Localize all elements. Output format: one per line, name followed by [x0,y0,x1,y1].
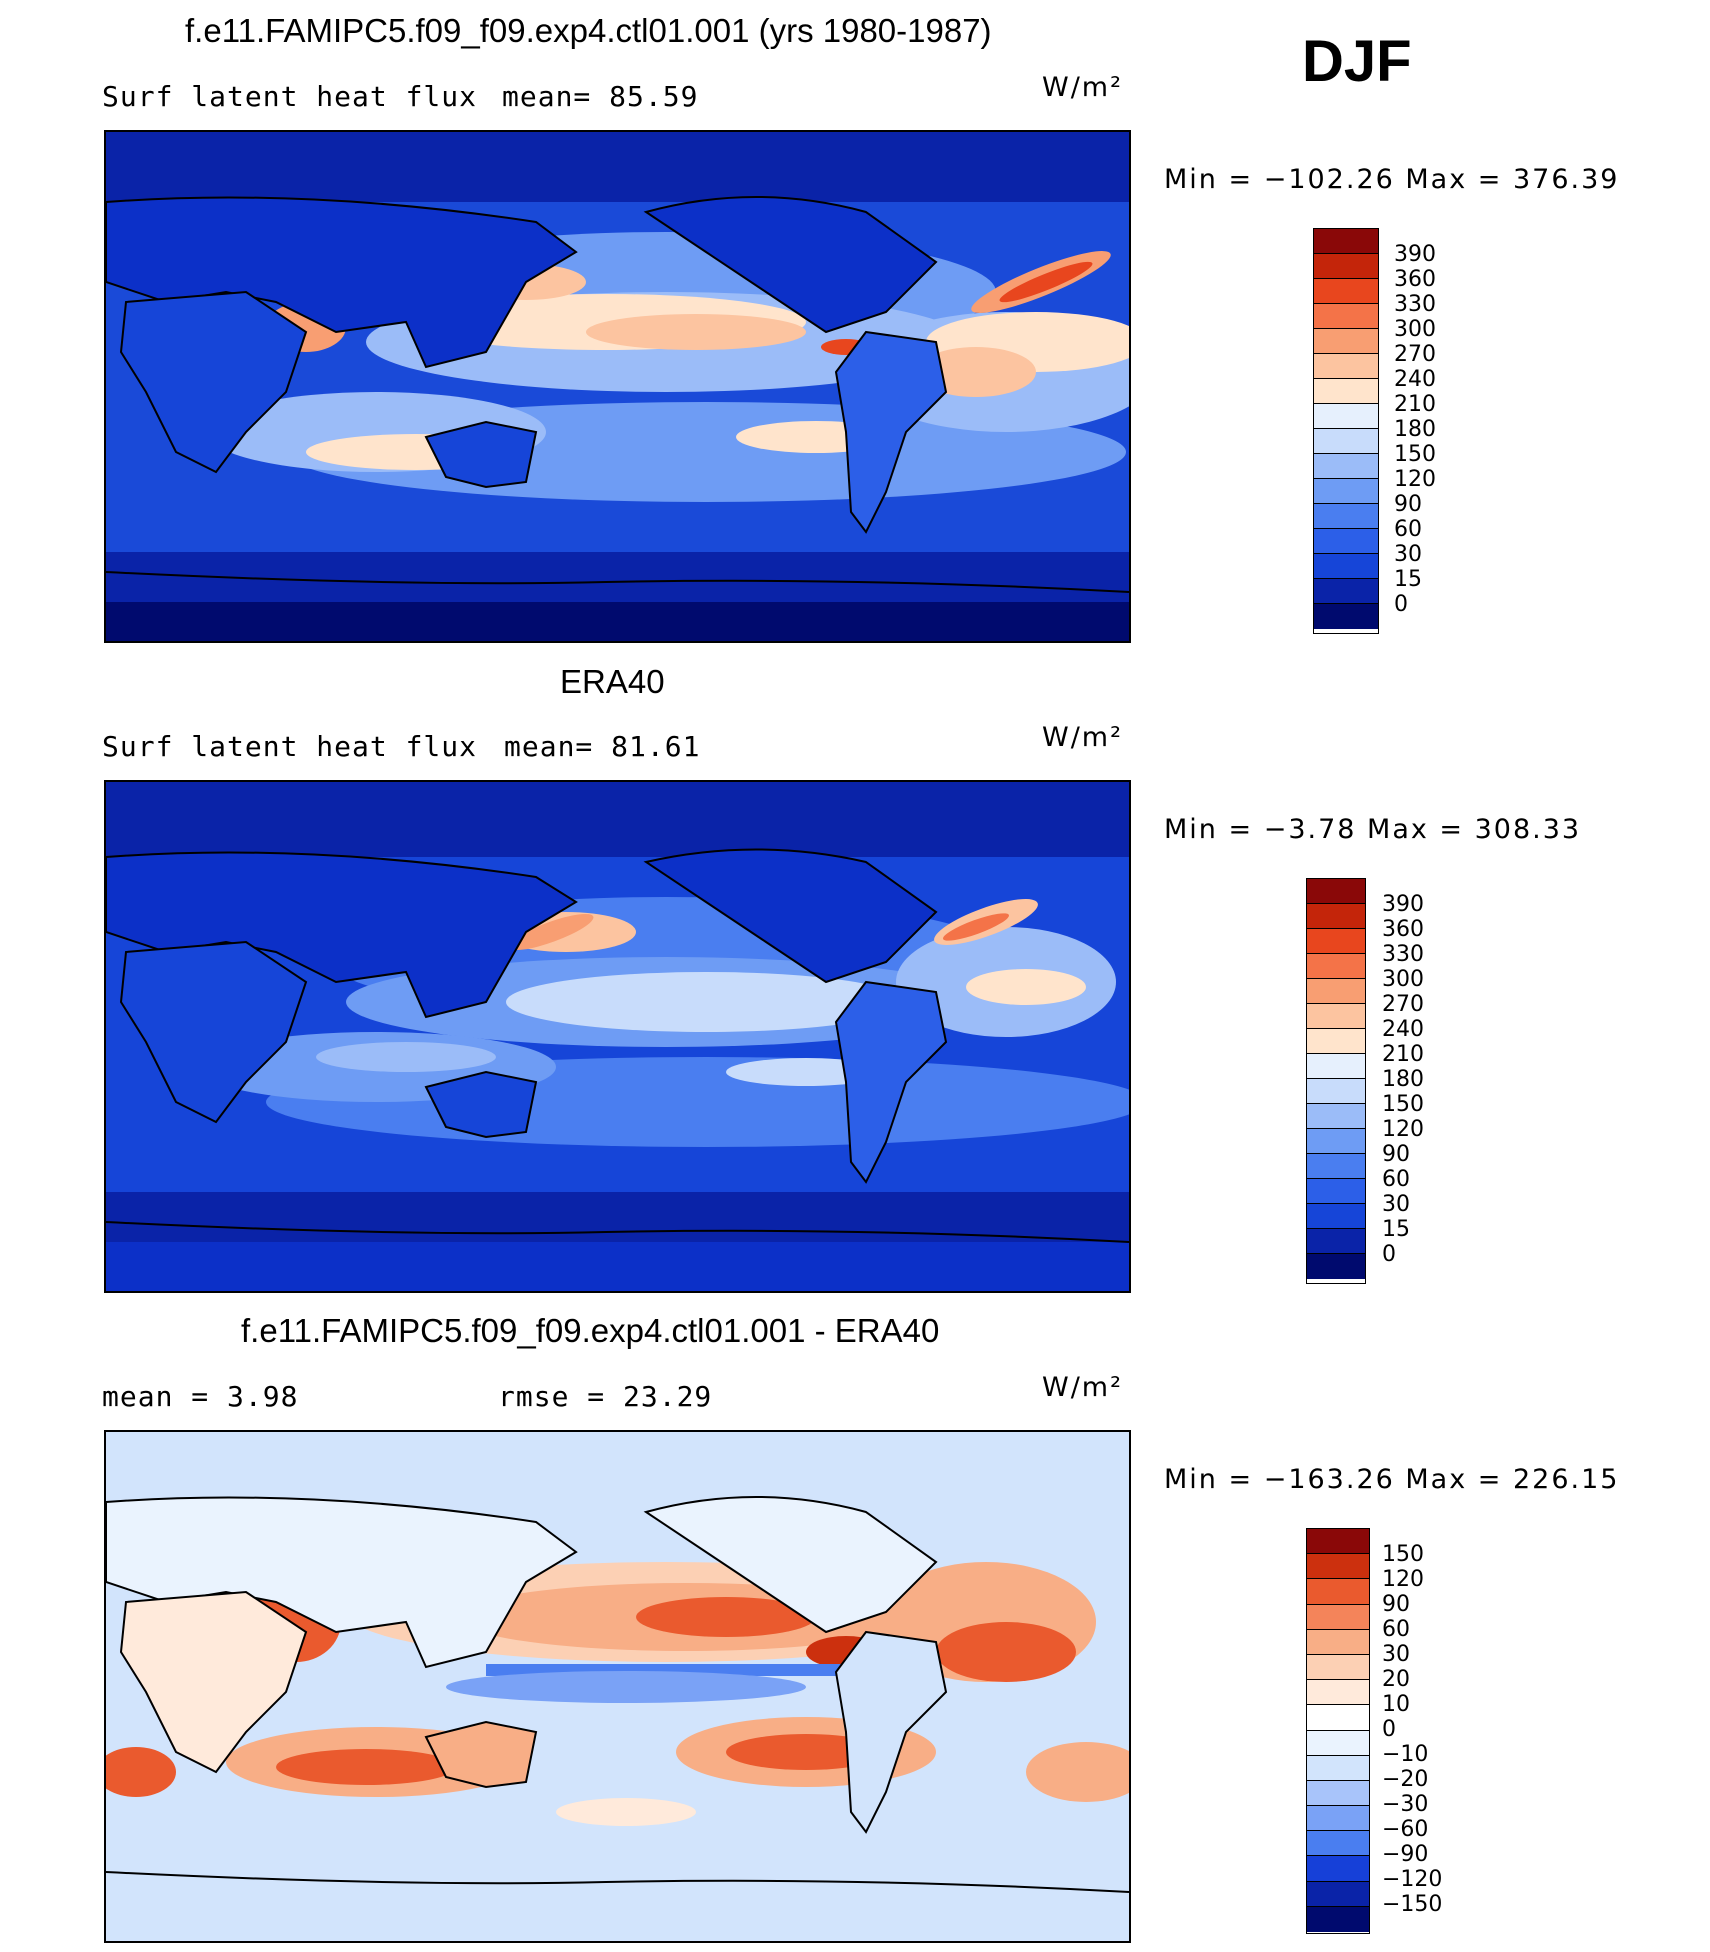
panel-2-title: ERA40 [560,663,665,700]
panel-3-map [104,1430,1131,1943]
season-label: DJF [1302,29,1412,94]
colorbar-tick: 300 [1394,317,1436,342]
colorbar-tick: 270 [1394,342,1436,367]
colorbar-tick: 0 [1382,1717,1396,1742]
colorbar-tick: 120 [1382,1117,1424,1142]
colorbar-tick: 240 [1394,367,1436,392]
colorbar-tick: 270 [1382,992,1424,1017]
panel-2-map-field [106,782,1129,1291]
colorbar-tick: 60 [1382,1617,1410,1642]
colorbar-tick: 15 [1394,567,1422,592]
colorbar-tick: 30 [1382,1192,1410,1217]
colorbar-tick: 240 [1382,1017,1424,1042]
panel-1-title: f.e11.FAMIPC5.f09_f09.exp4.ctl01.001 (yr… [185,12,992,49]
colorbar-tick: 360 [1382,917,1424,942]
panel-1-colorbar [1313,228,1379,634]
panel-1-variable-label: Surf latent heat flux [102,80,478,113]
panel-2-variable-label: Surf latent heat flux [102,730,478,763]
colorbar-tick: 0 [1382,1242,1396,1267]
panel-1-map [104,130,1131,643]
colorbar-tick: −10 [1382,1742,1429,1767]
panel-2-colorbar [1306,878,1366,1284]
panel-1-minmax-label: Min = −102.26 Max = 376.39 [1164,164,1620,195]
colorbar-tick: 15 [1382,1217,1410,1242]
colorbar-tick: 90 [1394,492,1422,517]
panel-1-map-field [106,132,1129,641]
panel-3-title: f.e11.FAMIPC5.f09_f09.exp4.ctl01.001 - E… [241,1312,940,1349]
colorbar-tick: 210 [1382,1042,1424,1067]
panel-2-unit-label: W/m² [1042,722,1123,753]
colorbar-tick: 150 [1394,442,1436,467]
colorbar-tick: −90 [1382,1842,1429,1867]
panel-3-map-field [106,1432,1129,1941]
panel-3-minmax-label: Min = −163.26 Max = 226.15 [1164,1464,1620,1495]
colorbar-tick: 150 [1382,1542,1424,1567]
colorbar-tick: 60 [1394,517,1422,542]
colorbar-tick: 360 [1394,267,1436,292]
colorbar-tick: 120 [1394,467,1436,492]
panel-3-unit-label: W/m² [1042,1372,1123,1403]
panel-3-mean-label: mean = 3.98 [102,1380,299,1413]
colorbar-tick: 180 [1394,417,1436,442]
colorbar-tick: 10 [1382,1692,1410,1717]
panel-3-rmse-label: rmse = 23.29 [498,1380,713,1413]
colorbar-tick: 0 [1394,592,1408,617]
colorbar-tick: 20 [1382,1667,1410,1692]
colorbar-tick: 150 [1382,1092,1424,1117]
colorbar-tick: 390 [1394,242,1436,267]
panel-3-colorbar [1306,1528,1370,1934]
colorbar-tick: 90 [1382,1142,1410,1167]
colorbar-tick: 210 [1394,392,1436,417]
colorbar-tick: −20 [1382,1767,1429,1792]
panel-2-minmax-label: Min = −3.78 Max = 308.33 [1164,814,1582,845]
panel-2-map [104,780,1131,1293]
panel-1-mean-label: mean= 85.59 [502,80,699,113]
colorbar-tick: 90 [1382,1592,1410,1617]
colorbar-tick: 30 [1382,1642,1410,1667]
colorbar-tick: 300 [1382,967,1424,992]
colorbar-tick: −120 [1382,1867,1443,1892]
panel-2-mean-label: mean= 81.61 [504,730,701,763]
colorbar-tick: 60 [1382,1167,1410,1192]
colorbar-tick: 390 [1382,892,1424,917]
panel-1-unit-label: W/m² [1042,72,1123,103]
colorbar-tick: 330 [1394,292,1436,317]
colorbar-tick: 30 [1394,542,1422,567]
colorbar-tick: −150 [1382,1892,1443,1917]
colorbar-tick: −30 [1382,1792,1429,1817]
colorbar-tick: 330 [1382,942,1424,967]
colorbar-tick: 120 [1382,1567,1424,1592]
colorbar-tick: 180 [1382,1067,1424,1092]
colorbar-tick: −60 [1382,1817,1429,1842]
